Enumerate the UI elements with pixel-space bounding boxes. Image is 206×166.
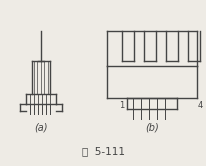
Text: (b): (b): [144, 123, 158, 133]
Bar: [165, 31, 177, 61]
Bar: [121, 31, 133, 61]
Bar: [187, 31, 199, 61]
Bar: [143, 31, 155, 61]
Text: 4: 4: [197, 101, 202, 110]
Text: (a): (a): [34, 123, 48, 133]
Text: 1: 1: [119, 101, 124, 110]
Text: 图  5-111: 图 5-111: [82, 146, 125, 156]
